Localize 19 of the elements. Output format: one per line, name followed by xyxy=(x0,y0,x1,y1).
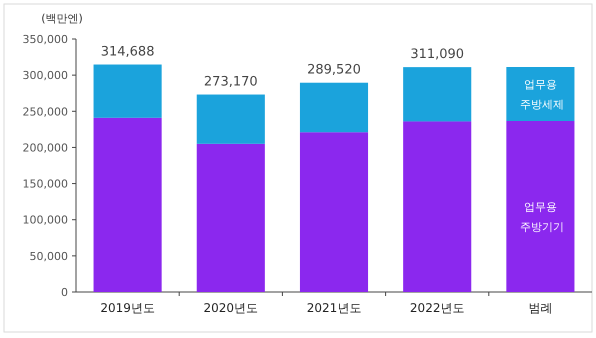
legend: 업무용 주방세제 업무용 주방기기 범례 xyxy=(506,67,574,315)
y-tick-label: 0 xyxy=(61,286,68,299)
y-tick-label: 100,000 xyxy=(22,214,68,227)
x-tick-label: 2020년도 xyxy=(204,301,258,315)
legend-title: 범례 xyxy=(528,301,552,315)
y-tick-label: 300,000 xyxy=(22,69,68,82)
y-tick-label: 200,000 xyxy=(22,141,68,154)
y-tick-label: 150,000 xyxy=(22,178,68,191)
y-axis-title: (백만엔) xyxy=(41,12,83,25)
x-tick-label: 2022년도 xyxy=(410,301,464,315)
total-label: 289,520 xyxy=(307,62,361,78)
y-tick-label: 50,000 xyxy=(30,250,68,263)
y-tick-label: 350,000 xyxy=(22,33,68,46)
y-tick-label: 250,000 xyxy=(22,105,68,118)
total-label: 314,688 xyxy=(100,44,154,60)
total-label: 273,170 xyxy=(204,74,258,90)
x-tick-label: 2021년도 xyxy=(306,301,362,315)
total-label: 311,090 xyxy=(410,47,464,62)
x-tick-label: 2019년도 xyxy=(100,301,155,315)
